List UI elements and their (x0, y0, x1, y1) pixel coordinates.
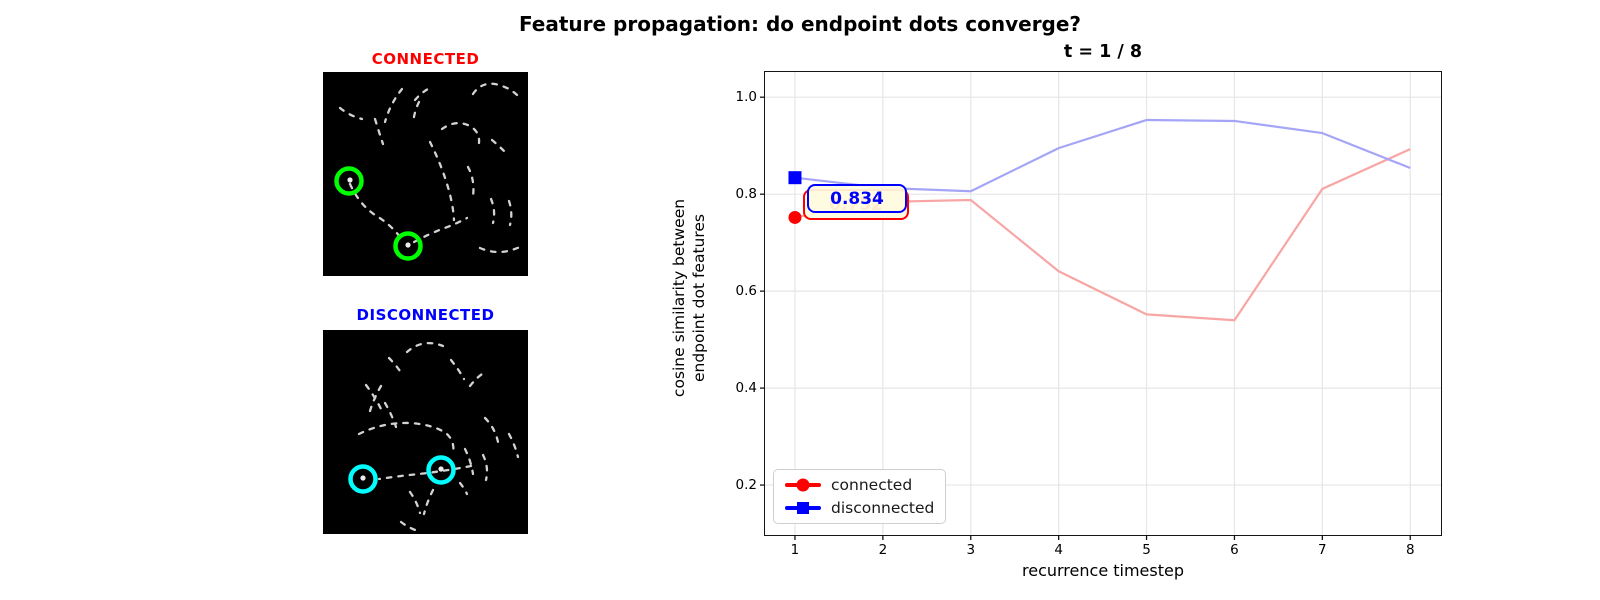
circle-marker-icon (796, 478, 810, 492)
legend-label-connected: connected (831, 476, 913, 495)
line-chart: t = 1 / 8 1 2 3 4 5 6 7 8 1.0 0.8 0.6 0.4 0.2 recur… (670, 42, 1442, 580)
connected-panel-title: CONNECTED (371, 50, 480, 68)
x-tick-label: 1 (790, 542, 800, 558)
dashed-trails (338, 82, 524, 254)
endpoint-dot (438, 466, 444, 472)
y-tick-label: 0.4 (735, 380, 757, 397)
figure-title: Feature propagation: do endpoint dots co… (518, 12, 1082, 36)
endpoint-dot (347, 177, 353, 183)
endpoint-ring-disconnected-1 (348, 464, 378, 494)
x-tick-label: 8 (1405, 542, 1415, 558)
endpoint-dot (405, 242, 411, 248)
y-tick-label: 1.0 (735, 89, 757, 106)
disconnected-dot-trails-graphic (348, 341, 520, 533)
connected-sample-image (323, 72, 528, 276)
y-tick-label: 0.2 (735, 477, 757, 494)
annotation-disconnected-text: 0.834 (830, 188, 884, 209)
connected-dot-trails-graphic (334, 82, 524, 261)
plot-canvas (760, 72, 1441, 540)
square-marker-icon (797, 501, 809, 514)
y-axis-label: cosine similarity between endpoint dot f… (669, 198, 708, 398)
legend-item-disconnected: disconnected (785, 499, 945, 517)
x-tick-label: 3 (966, 542, 976, 558)
dashed-trails (357, 341, 520, 533)
y-tick-label: 0.6 (735, 283, 757, 300)
legend: connected disconnected (773, 469, 946, 524)
disconnected-sample-image (323, 330, 528, 534)
x-tick-label: 5 (1142, 542, 1151, 558)
chart-title: t = 1 / 8 (1063, 42, 1143, 62)
endpoint-dot (360, 475, 366, 481)
endpoint-ring-disconnected-2 (426, 455, 456, 485)
x-tick-label: 7 (1318, 542, 1327, 558)
endpoint-ring-connected-2 (393, 231, 423, 261)
y-tick-label: 0.8 (735, 186, 757, 203)
annotation-disconnected-value: 0.834 (807, 184, 907, 213)
x-axis-label: recurrence timestep (1022, 561, 1184, 580)
disconnected-panel-title: DISCONNECTED (356, 306, 495, 324)
endpoint-ring-connected-1 (334, 166, 364, 196)
x-tick-label: 2 (878, 542, 888, 558)
legend-line-connected-icon (785, 478, 821, 492)
x-axis-tick-labels: 1 2 3 4 5 6 7 8 (765, 542, 1441, 560)
legend-item-connected: connected (785, 476, 945, 494)
legend-line-disconnected-icon (785, 501, 821, 514)
legend-label-disconnected: disconnected (831, 498, 935, 517)
y-axis-tick-labels: 1.0 0.8 0.6 0.4 0.2 (703, 72, 757, 535)
x-tick-label: 6 (1230, 542, 1239, 558)
x-tick-label: 4 (1054, 542, 1063, 558)
